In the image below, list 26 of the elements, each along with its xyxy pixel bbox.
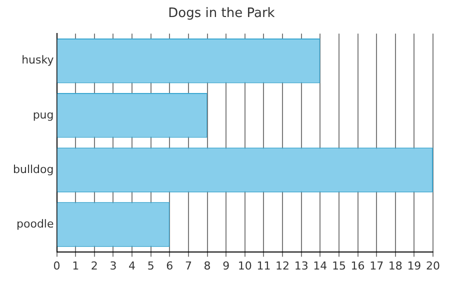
x-tick-label: 13 [294,259,308,272]
x-tick-label: 4 [128,259,136,272]
x-tick-label: 17 [370,259,384,272]
x-tick-label: 6 [166,259,174,272]
x-tick-label: 16 [350,259,365,272]
x-tick-label: 12 [276,259,290,272]
x-tick-label: 0 [53,259,60,272]
y-tick-label: husky [22,54,54,67]
y-tick-label: pug [32,108,54,122]
x-tick-label: 9 [222,259,230,272]
x-tick-label: 1 [72,259,80,272]
y-tick-label: poodle [16,217,54,230]
x-tick-label: 8 [204,259,211,272]
x-tick-label: 7 [184,259,192,272]
x-tick-label: 19 [407,259,422,272]
x-tick-label: 11 [256,259,271,272]
x-tick-label: 5 [147,259,154,272]
x-tick-label: 3 [110,259,117,272]
x-tick-label: 15 [332,259,346,272]
x-tick-label: 18 [388,259,402,272]
x-tick-label: 2 [90,259,98,272]
chart-title: Dogs in the Park [168,6,276,22]
x-tick-label: 10 [238,259,252,272]
y-tick-label: bulldog [12,162,54,176]
x-tick-label: 20 [426,259,440,272]
x-tick-label: 14 [313,259,328,272]
